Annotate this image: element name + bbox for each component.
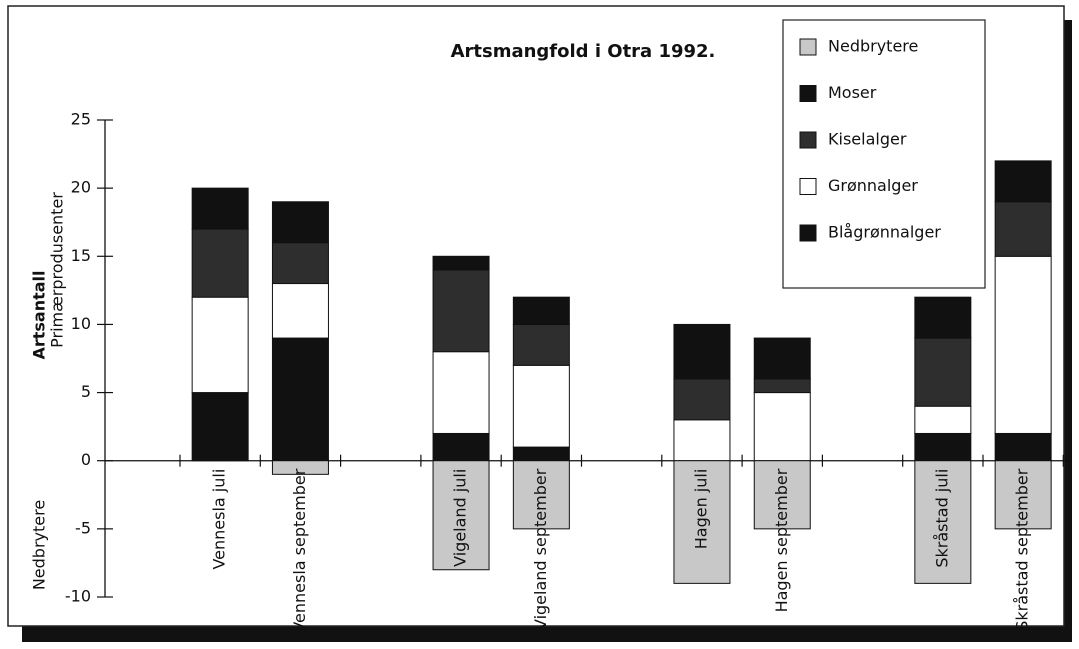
legend-box: [782, 19, 986, 289]
bar-segment: [271, 337, 329, 462]
y-tick-label: 5: [81, 382, 91, 401]
bar-segment: [994, 432, 1052, 462]
bar-segment: [512, 364, 570, 448]
legend-label: Grønnalger: [828, 176, 918, 195]
bar-segment: [512, 296, 570, 325]
bar-segment: [673, 460, 731, 584]
bar-segment: [271, 283, 329, 339]
x-tick-label: Vigeland september: [531, 468, 550, 630]
bar-segment: [191, 296, 249, 394]
x-tick-label: Hagen september: [772, 468, 791, 612]
bar-segment: [432, 432, 490, 462]
bar-segment: [512, 446, 570, 462]
x-tick-label: Vennesla september: [290, 468, 309, 632]
bar-segment: [432, 269, 490, 353]
y-tick-label: 20: [71, 178, 91, 197]
y-tick-label: 25: [71, 110, 91, 129]
bar-segment: [271, 201, 329, 244]
y-tick-label: 10: [71, 314, 91, 333]
legend-label: Nedbrytere: [828, 37, 918, 56]
legend-swatch: [799, 224, 817, 242]
x-tick-label: Vigeland juli: [451, 469, 470, 567]
bar-segment: [191, 187, 249, 230]
y-tick-label: -10: [65, 587, 91, 606]
y-tick-label: 15: [71, 246, 91, 265]
bar-segment: [994, 160, 1052, 203]
bar-segment: [994, 460, 1052, 530]
bar-segment: [673, 378, 731, 421]
y-axis-label: Artsantall: [30, 270, 49, 359]
bar-segment: [432, 255, 490, 271]
bar-segment: [673, 419, 731, 462]
bar-segment: [914, 460, 972, 584]
x-tick-label: Vennesla juli: [210, 469, 229, 570]
bar-segment: [432, 460, 490, 571]
bar-segment: [271, 242, 329, 285]
x-tick-label: Hagen juli: [691, 469, 710, 550]
bar-segment: [191, 228, 249, 298]
bar-segment: [994, 201, 1052, 257]
bar-segment: [432, 351, 490, 434]
y-tick-label: -5: [75, 518, 91, 537]
bar-segment: [673, 323, 731, 380]
chart-title: Artsmangfold i Otra 1992.: [451, 41, 716, 62]
bar-segment: [271, 460, 329, 475]
bar-segment: [753, 460, 811, 530]
legend-swatch: [799, 131, 817, 149]
bar-segment: [191, 392, 249, 462]
x-tick-label: Skråstad september: [1013, 468, 1032, 631]
bar-segment: [753, 378, 811, 394]
legend-swatch: [799, 38, 817, 56]
bar-segment: [914, 296, 972, 339]
bar-segment: [512, 460, 570, 530]
y-axis-label-lower: Nedbrytere: [30, 500, 49, 590]
y-axis-label-upper: Primærprodusenter: [48, 192, 67, 348]
x-tick-label: Skråstad juli: [932, 469, 951, 568]
bar-segment: [914, 337, 972, 407]
bar-segment: [914, 432, 972, 462]
legend-swatch: [799, 85, 817, 102]
legend-label: Moser: [828, 83, 877, 102]
y-tick-label: 0: [81, 450, 91, 469]
legend-label: Kiselalger: [828, 130, 907, 149]
bar-segment: [994, 255, 1052, 434]
bar-segment: [753, 392, 811, 462]
bar-segment: [914, 405, 972, 434]
bar-segment: [512, 323, 570, 366]
legend-label: Blågrønnalger: [828, 223, 941, 242]
bar-segment: [753, 337, 811, 380]
legend-swatch: [799, 178, 817, 195]
